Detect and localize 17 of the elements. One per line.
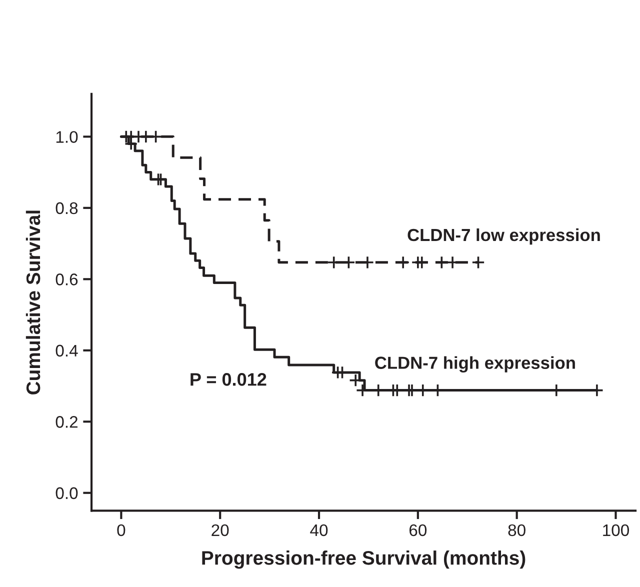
y-axis-title: Cumulative Survival — [26, 210, 40, 394]
x-tick-label: 60 — [410, 524, 427, 536]
y-tick-label: 0.2 — [56, 416, 78, 428]
annotation: P = 0.012 — [190, 373, 266, 386]
y-tick-label: 0.0 — [56, 487, 78, 500]
y-tick-label: 0.8 — [56, 202, 78, 214]
x-tick-label: 40 — [310, 524, 328, 536]
x-tick-label: 0 — [117, 524, 126, 536]
x-tick-label: 80 — [508, 524, 526, 536]
series-label: CLDN-7 low expression — [408, 228, 600, 245]
x-axis-title: Progression-free Survival (months) — [202, 550, 526, 569]
x-tick-label: 20 — [212, 524, 229, 536]
y-tick-label: 0.6 — [56, 274, 78, 286]
y-tick-label: 0.4 — [56, 344, 78, 357]
y-tick-label: 1.0 — [56, 131, 78, 143]
series-label: CLDN-7 high expression — [375, 356, 575, 372]
x-tick-label: 100 — [603, 524, 629, 536]
